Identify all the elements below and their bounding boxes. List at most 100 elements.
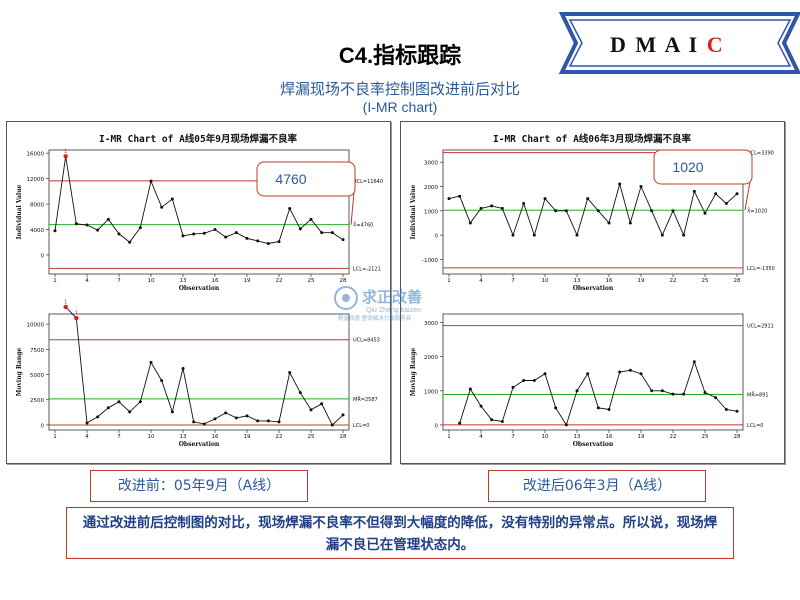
data-point	[618, 182, 622, 186]
data-point	[256, 239, 260, 243]
data-point	[500, 206, 504, 210]
watermark-tagline: 精益改善 整体解决方案服务商	[338, 314, 412, 322]
moving_range-ylabel: Moving Range	[410, 348, 417, 397]
x-tick-label: 25	[308, 278, 315, 284]
callout-box	[256, 161, 356, 197]
moving_range-plot-frame	[442, 313, 744, 431]
y-tick-label: 0	[435, 234, 439, 240]
data-point	[74, 222, 78, 226]
moving_range-ylabel: Moving Range	[16, 348, 23, 397]
data-point	[490, 204, 494, 208]
data-point	[128, 410, 132, 414]
data-point	[586, 197, 590, 201]
data-point	[618, 370, 622, 374]
y-tick-label: 0	[41, 423, 45, 429]
x-tick-label: 22	[670, 278, 677, 284]
data-point	[106, 217, 110, 221]
data-point	[330, 231, 334, 235]
lcl-label: LCL=-2121	[353, 266, 381, 272]
data-point	[564, 423, 568, 427]
data-point	[447, 197, 451, 201]
data-point	[138, 226, 142, 230]
data-point	[703, 390, 707, 394]
lcl-label: LCL=0	[747, 423, 763, 429]
x-tick-label: 28	[734, 278, 741, 284]
data-point	[714, 396, 718, 400]
dmaic-banner: D M A I C	[558, 12, 800, 74]
data-point	[309, 408, 313, 412]
data-point	[277, 420, 281, 424]
data-point	[628, 221, 632, 225]
data-point	[628, 368, 632, 372]
y-tick-label: 2000	[424, 355, 438, 361]
x-tick-label: 25	[308, 434, 315, 440]
data-point	[298, 227, 302, 231]
x-axis-label: Observation	[573, 285, 614, 292]
data-point	[160, 205, 164, 209]
data-point	[468, 387, 472, 391]
data-point	[586, 372, 590, 376]
data-point	[341, 413, 345, 417]
data-point	[596, 209, 600, 213]
y-tick-label: 12000	[27, 177, 45, 183]
slide-title: C4.指标跟踪	[338, 43, 462, 68]
watermark-subtext: Qiu Zheng kaizen	[366, 307, 421, 314]
flag-label: 1	[75, 311, 78, 317]
watermark-logo: 求正改善 Qiu Zheng kaizen 精益改善 整体解决方案服务商	[334, 286, 422, 322]
data-point	[607, 408, 611, 412]
flag-label: 1	[64, 149, 67, 155]
data-point	[298, 391, 302, 395]
data-point	[224, 411, 228, 415]
data-point	[213, 417, 217, 421]
x-tick-label: 7	[511, 278, 515, 284]
data-point	[149, 360, 153, 364]
x-tick-label: 4	[479, 434, 483, 440]
data-point	[671, 392, 675, 396]
x-tick-label: 28	[340, 278, 347, 284]
x-tick-label: 10	[542, 434, 549, 440]
ucl-label: UCL=2911	[747, 324, 774, 330]
x-tick-label: 1	[53, 278, 57, 284]
x-tick-label: 13	[574, 278, 581, 284]
data-point	[330, 423, 334, 427]
individual-ylabel: Individual Value	[16, 184, 23, 239]
x-tick-label: 28	[734, 434, 741, 440]
flagged-point	[63, 154, 68, 159]
data-point	[479, 206, 483, 210]
data-point	[522, 379, 526, 383]
y-tick-label: 16000	[27, 152, 45, 158]
x-axis-label: Observation	[573, 441, 614, 448]
data-point	[724, 408, 728, 412]
data-point	[639, 184, 643, 188]
y-tick-label: -1000	[422, 258, 438, 264]
callout-box	[653, 149, 753, 185]
conclusion-text: 通过改进前后控制图的对比，现场焊漏不良率不但得到大幅度的降低，没有特别的异常点。…	[66, 507, 734, 559]
data-point	[256, 419, 260, 423]
y-tick-label: 0	[435, 423, 439, 429]
data-point	[128, 240, 132, 244]
x-tick-label: 19	[638, 278, 645, 284]
data-point	[160, 379, 164, 383]
data-point	[650, 389, 654, 393]
data-point	[224, 235, 228, 239]
lcl-label: LCL=-1350	[747, 266, 775, 272]
data-point	[277, 240, 281, 244]
svg-text:D M A I C: D M A I C	[610, 32, 725, 57]
x-axis-label: Observation	[179, 441, 220, 448]
chart-panel-after: I-MR Chart of A线06年3月现场焊漏不良率 -1000 0 1000 20…	[400, 121, 785, 464]
individual-series-line	[54, 156, 344, 244]
ucl-label: UCL=3390	[747, 151, 774, 157]
x-tick-label: 16	[212, 278, 219, 284]
x-tick-label: 16	[606, 278, 613, 284]
y-tick-label: 8000	[30, 203, 44, 209]
moving_range-plot-frame	[48, 313, 350, 431]
data-point	[511, 233, 515, 237]
data-point	[106, 406, 110, 410]
chart-title: I-MR Chart of A线06年3月现场焊漏不良率	[493, 133, 691, 145]
x-tick-label: 13	[180, 434, 187, 440]
data-point	[703, 211, 707, 215]
x-tick-label: 19	[244, 434, 251, 440]
data-point	[117, 232, 121, 236]
data-point	[117, 400, 121, 404]
x-tick-label: 7	[117, 278, 121, 284]
